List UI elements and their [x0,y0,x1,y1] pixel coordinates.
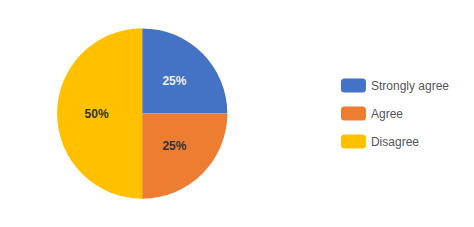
svg-text:25%: 25% [162,74,186,88]
svg-text:Disagree: Disagree [371,135,419,149]
svg-text:25%: 25% [162,139,186,153]
svg-text:50%: 50% [85,107,109,121]
svg-text:Agree: Agree [371,107,403,121]
svg-text:Strongly agree: Strongly agree [371,79,449,93]
